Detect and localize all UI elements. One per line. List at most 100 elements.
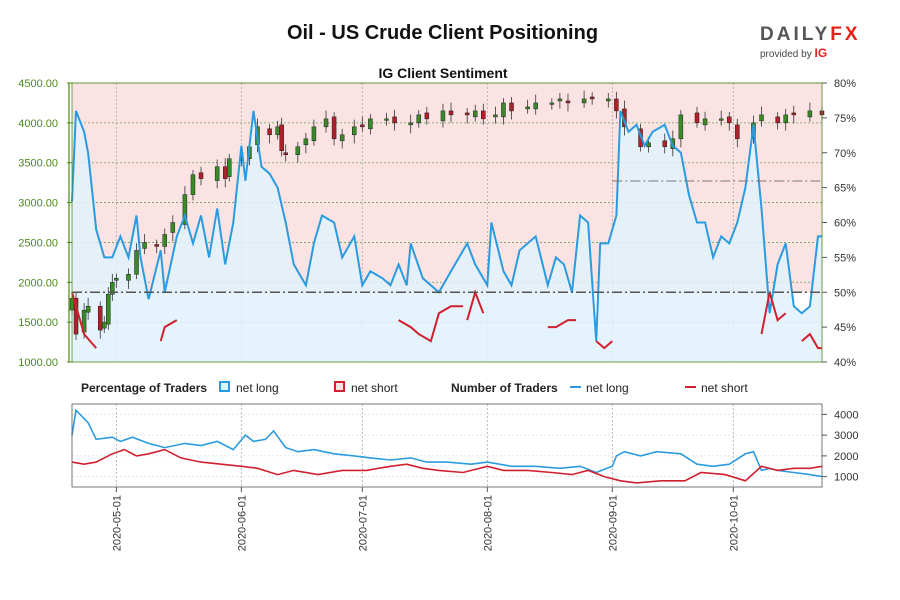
net-short-pct-segment (398, 305, 464, 343)
candle-body (182, 194, 188, 225)
candle-body (481, 110, 486, 120)
traders-net-short-line (71, 448, 823, 484)
candle-body (549, 102, 555, 105)
legend-num-long-label: net long (586, 381, 629, 395)
candle-body (392, 116, 397, 124)
legend: Percentage of Traders net long net short… (81, 381, 748, 395)
logo-provided-by-text: provided by (760, 49, 812, 60)
legend-pct-long-swatch (219, 381, 230, 392)
candle-body (735, 124, 740, 140)
candle-body (472, 110, 478, 118)
net-long-pct-line (71, 110, 822, 342)
candle-body (408, 122, 413, 126)
candle-body (589, 96, 595, 100)
candle-body (702, 118, 708, 126)
logo-provided-by: provided by IG (760, 46, 870, 60)
date-tick-label: 2020-05-01 (111, 495, 123, 551)
left-axis-ticks: 1000.00 1500.00 2000.00 2500.00 3000.00 3500.… (18, 78, 72, 369)
left-tick-label: 2500.00 (18, 237, 58, 249)
candle-body (368, 118, 373, 130)
net-short-pct-segment (760, 292, 787, 335)
candle-body (198, 172, 204, 179)
candle-body (214, 166, 220, 181)
candle-body (360, 124, 365, 128)
bottom-grid (72, 404, 822, 487)
right-tick-label: 60% (834, 218, 856, 230)
bottom-frame (71, 403, 823, 488)
candle-body (275, 126, 280, 136)
left-tick-label: 3500.00 (18, 158, 58, 170)
legend-pct-title: Percentage of Traders (81, 381, 207, 395)
candle-body (110, 282, 115, 295)
candle-body (509, 102, 514, 112)
main-panel: IG Client Sentiment 1000.00 1500.00 2000.0… (18, 65, 856, 369)
legend-num-short-label: net short (701, 381, 748, 395)
right-tick-label: 80% (834, 78, 856, 90)
left-tick-label: 4500.00 (18, 78, 58, 90)
candle-body (85, 305, 91, 313)
panel-title: IG Client Sentiment (378, 65, 507, 81)
candle-body (162, 234, 167, 247)
candle-body (533, 102, 538, 110)
candle-body (279, 124, 284, 152)
candle-body (97, 305, 103, 331)
candle-body (718, 118, 724, 121)
candle-body (525, 106, 530, 110)
right-tick-label: 50% (834, 287, 856, 299)
left-tick-label: 3000.00 (18, 198, 58, 210)
net-long-area (72, 110, 822, 363)
logo-wordmark-main: DAILY (760, 24, 831, 45)
candle-body (142, 242, 147, 249)
net-short-pct-segment (547, 319, 576, 329)
bottom-tick-label: 2000 (834, 451, 858, 463)
candle-body (448, 110, 454, 116)
date-tick-label: 2020-06-01 (236, 495, 248, 551)
right-tick-label: 45% (834, 322, 856, 334)
candle-body (331, 116, 337, 140)
legend-pct-short-label: net short (351, 381, 398, 395)
candle-body (114, 278, 119, 281)
candle-body (102, 321, 107, 329)
bottom-right-axis-ticks: 1000 2000 3000 4000 (822, 409, 858, 484)
candle-body (106, 293, 111, 325)
candle-body (464, 112, 470, 116)
candle-body (759, 114, 764, 122)
net-short-pct-segment (595, 340, 613, 350)
net-short-pct-segment (71, 292, 97, 349)
candle-body (339, 134, 345, 142)
candle-body (384, 118, 389, 121)
candle-body (791, 112, 797, 116)
candle-body (267, 128, 272, 136)
candle-body (501, 102, 506, 118)
candle-body (783, 114, 788, 124)
right-tick-label: 70% (834, 148, 856, 160)
net-short-pct-segment (801, 332, 822, 350)
candle-body (565, 100, 571, 104)
candle-body (614, 98, 619, 112)
candle-body (190, 174, 196, 195)
bottom-tick-label: 4000 (834, 409, 858, 421)
right-tick-label: 55% (834, 252, 856, 264)
candle-body (694, 112, 700, 124)
candle-body (323, 118, 329, 128)
price-candles (69, 90, 825, 340)
candle-body (227, 158, 232, 177)
candle-body (440, 110, 446, 122)
date-tick-label: 2020-10-01 (728, 495, 740, 551)
candle-body (662, 140, 667, 148)
left-tick-label: 1500.00 (18, 317, 58, 329)
candle-body (416, 114, 422, 124)
legend-num-title: Number of Traders (451, 381, 558, 395)
candle-body (581, 98, 587, 104)
candle-body (775, 116, 780, 124)
logo-provider: IG (814, 46, 828, 60)
candle-body (295, 146, 301, 155)
left-tick-label: 2000.00 (18, 277, 58, 289)
candle-body (352, 126, 357, 136)
chart-title: Oil - US Crude Client Positioning (286, 22, 599, 44)
candle-body (807, 110, 813, 118)
candle-body (154, 244, 159, 247)
date-tick-label: 2020-08-01 (482, 495, 494, 551)
